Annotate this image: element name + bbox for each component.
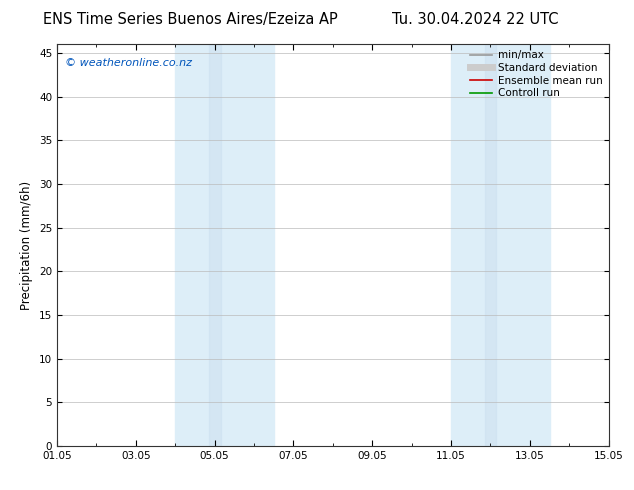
- Bar: [209, 44, 221, 446]
- Bar: [451, 44, 550, 446]
- Text: ENS Time Series Buenos Aires/Ezeiza AP: ENS Time Series Buenos Aires/Ezeiza AP: [43, 12, 337, 27]
- Legend: min/max, Standard deviation, Ensemble mean run, Controll run: min/max, Standard deviation, Ensemble me…: [465, 46, 607, 102]
- Bar: [175, 44, 274, 446]
- Text: © weatheronline.co.nz: © weatheronline.co.nz: [65, 58, 192, 68]
- Text: Tu. 30.04.2024 22 UTC: Tu. 30.04.2024 22 UTC: [392, 12, 559, 27]
- Bar: [484, 44, 496, 446]
- Y-axis label: Precipitation (mm/6h): Precipitation (mm/6h): [20, 180, 34, 310]
